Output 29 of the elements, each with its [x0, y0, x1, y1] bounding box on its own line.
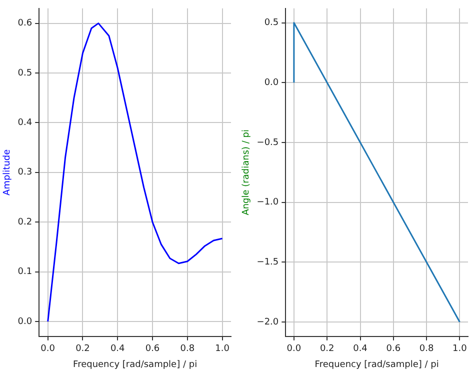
x-tick-label: 0.8 [419, 344, 434, 354]
y-tick-label: 0.3 [18, 168, 32, 178]
x-tick-label: 0.2 [76, 344, 90, 354]
x-tick-label: 1.0 [215, 344, 230, 354]
y-tick-label: 0.5 [18, 68, 32, 78]
x-tick-label: 1.0 [452, 344, 468, 354]
x-axis-title: Frequency [rad/sample] / pi [314, 360, 439, 370]
y-tick-label: 0.2 [18, 217, 32, 228]
y-tick-label: 0.0 [18, 316, 32, 327]
y-tick-label: −1.0 [256, 198, 279, 208]
y-tick-label: 0.1 [18, 267, 32, 278]
y-tick-label: 0.4 [18, 118, 32, 128]
x-tick-label: 0.6 [145, 344, 160, 354]
x-axis-title: Frequency [rad/sample] / pi [73, 360, 198, 370]
x-tick-label: 0.2 [320, 344, 334, 354]
y-tick-label: −2.0 [256, 317, 279, 328]
x-tick-label: 0.8 [180, 344, 195, 354]
x-tick-label: 0.4 [110, 344, 126, 354]
y-tick-label: 0.0 [264, 78, 279, 88]
x-tick-label: 0.6 [386, 344, 401, 354]
x-tick-label: 0.0 [40, 344, 56, 354]
y-axis-title: Amplitude [2, 148, 13, 196]
x-tick-label: 0.4 [353, 344, 368, 354]
y-tick-label: 0.6 [18, 18, 32, 29]
y-tick-label: 0.5 [264, 18, 279, 28]
y-tick-label: −1.5 [256, 258, 279, 268]
y-axis-title: Angle (radians) / pi [242, 129, 252, 216]
y-tick-label: −0.5 [256, 138, 279, 148]
x-tick-label: 0.0 [286, 344, 302, 354]
